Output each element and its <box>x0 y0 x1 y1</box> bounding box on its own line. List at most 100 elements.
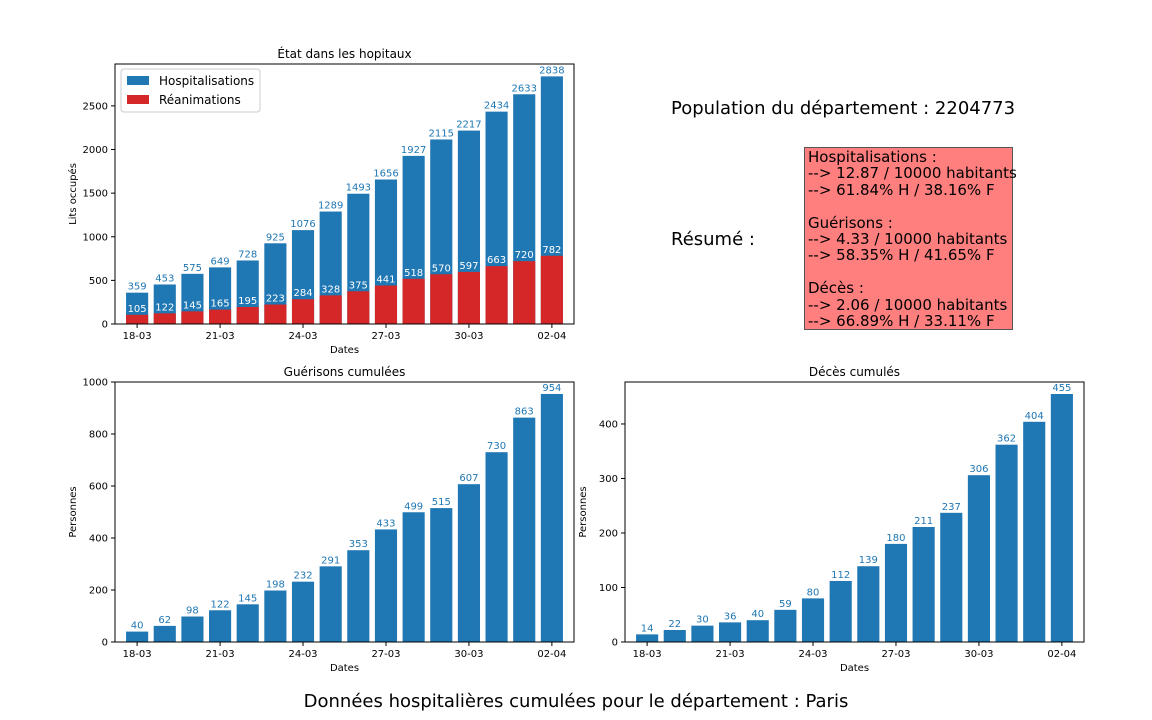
x-tick-label: 02-04 <box>1047 649 1076 660</box>
x-tick-label: 21-03 <box>206 331 235 342</box>
bar <box>347 291 370 324</box>
bar <box>209 309 232 324</box>
data-label: 2434 <box>484 101 509 112</box>
bar <box>857 566 880 642</box>
bar <box>540 255 563 324</box>
data-label: 232 <box>293 571 312 582</box>
y-tick-label: 100 <box>599 583 618 594</box>
y-tick-label: 600 <box>89 482 108 493</box>
bar <box>181 616 204 642</box>
y-tick-label: 200 <box>599 528 618 539</box>
data-label: 404 <box>1025 411 1044 422</box>
bar <box>829 580 852 642</box>
legend-box <box>120 68 261 113</box>
bar <box>236 260 259 324</box>
data-label: 863 <box>515 407 534 418</box>
data-label: 499 <box>404 501 423 512</box>
data-label: 291 <box>321 555 340 566</box>
bar <box>663 630 686 642</box>
bar <box>746 620 769 642</box>
summary-guer-split: --> 58.35% H / 41.65% F <box>808 246 995 265</box>
bar <box>430 508 453 642</box>
x-axis-label: Dates <box>840 663 869 674</box>
y-axis-label: Lits occupés <box>67 163 79 225</box>
y-tick-label: 400 <box>89 534 108 545</box>
y-tick-label: 800 <box>89 430 108 441</box>
data-label: 455 <box>1052 383 1071 394</box>
data-label: 728 <box>238 249 257 260</box>
bar <box>884 543 908 642</box>
data-label: 165 <box>211 299 230 310</box>
data-label: 122 <box>211 599 230 610</box>
data-label: 1927 <box>401 145 426 156</box>
data-label: 180 <box>886 533 905 544</box>
data-label: 145 <box>183 300 202 311</box>
bar <box>719 622 742 642</box>
bar <box>374 529 398 642</box>
data-label: 22 <box>668 619 681 630</box>
data-label: 433 <box>376 518 395 529</box>
summary-guer-rate: --> 4.33 / 10000 habitants <box>808 230 1008 249</box>
bar <box>264 590 287 642</box>
y-tick-label: 0 <box>612 638 618 649</box>
x-tick-label: 24-03 <box>288 649 317 660</box>
bar <box>291 230 315 324</box>
bar <box>485 452 508 642</box>
bar <box>153 284 176 324</box>
data-label: 1493 <box>346 183 371 194</box>
x-tick-label: 27-03 <box>371 649 400 660</box>
bar <box>291 299 315 324</box>
data-label: 105 <box>128 304 147 315</box>
x-tick-label: 27-03 <box>371 331 400 342</box>
bar <box>402 155 425 324</box>
bar <box>347 193 370 324</box>
bar <box>774 609 797 642</box>
x-axis-label: Dates <box>330 663 359 674</box>
y-tick-label: 2000 <box>83 145 108 156</box>
x-tick-label: 18-03 <box>123 331 152 342</box>
data-label: 211 <box>914 516 933 527</box>
bar <box>209 610 232 642</box>
data-label: 306 <box>969 464 988 475</box>
bar <box>209 267 232 324</box>
bar <box>236 604 259 642</box>
data-label: 122 <box>155 302 174 313</box>
chart-title: Décès cumulés <box>809 365 900 379</box>
y-tick-label: 500 <box>89 276 108 287</box>
x-tick-label: 21-03 <box>716 649 745 660</box>
x-tick-label: 18-03 <box>123 649 152 660</box>
bar <box>126 631 149 642</box>
data-label: 353 <box>349 539 368 550</box>
data-label: 1076 <box>290 219 315 230</box>
data-label: 375 <box>349 280 368 291</box>
data-label: 139 <box>859 555 878 566</box>
legend-swatch <box>127 76 149 85</box>
bar <box>513 261 536 324</box>
x-axis-label: Dates <box>330 345 359 356</box>
x-tick-label: 02-04 <box>537 649 566 660</box>
data-label: 80 <box>807 587 820 598</box>
x-tick-label: 21-03 <box>206 649 235 660</box>
bar <box>153 313 176 324</box>
data-label: 59 <box>779 599 792 610</box>
data-label: 362 <box>997 434 1016 445</box>
data-label: 223 <box>266 294 285 305</box>
bar <box>264 243 287 324</box>
data-label: 782 <box>542 245 561 256</box>
bar <box>457 271 480 324</box>
data-label: 284 <box>293 288 312 299</box>
bar <box>374 285 398 324</box>
population-text: Population du département : 2204773 <box>671 98 1016 119</box>
figure-suptitle: Données hospitalières cumulées pour le d… <box>303 691 849 712</box>
bar <box>912 526 935 642</box>
data-label: 62 <box>158 615 171 626</box>
bar <box>636 634 659 642</box>
bar <box>457 484 480 642</box>
y-tick-label: 0 <box>102 320 108 331</box>
bar <box>319 211 342 324</box>
bar <box>181 311 204 324</box>
y-tick-label: 2500 <box>83 101 108 112</box>
data-label: 730 <box>487 441 506 452</box>
x-tick-label: 30-03 <box>454 649 483 660</box>
data-label: 2115 <box>429 128 454 139</box>
